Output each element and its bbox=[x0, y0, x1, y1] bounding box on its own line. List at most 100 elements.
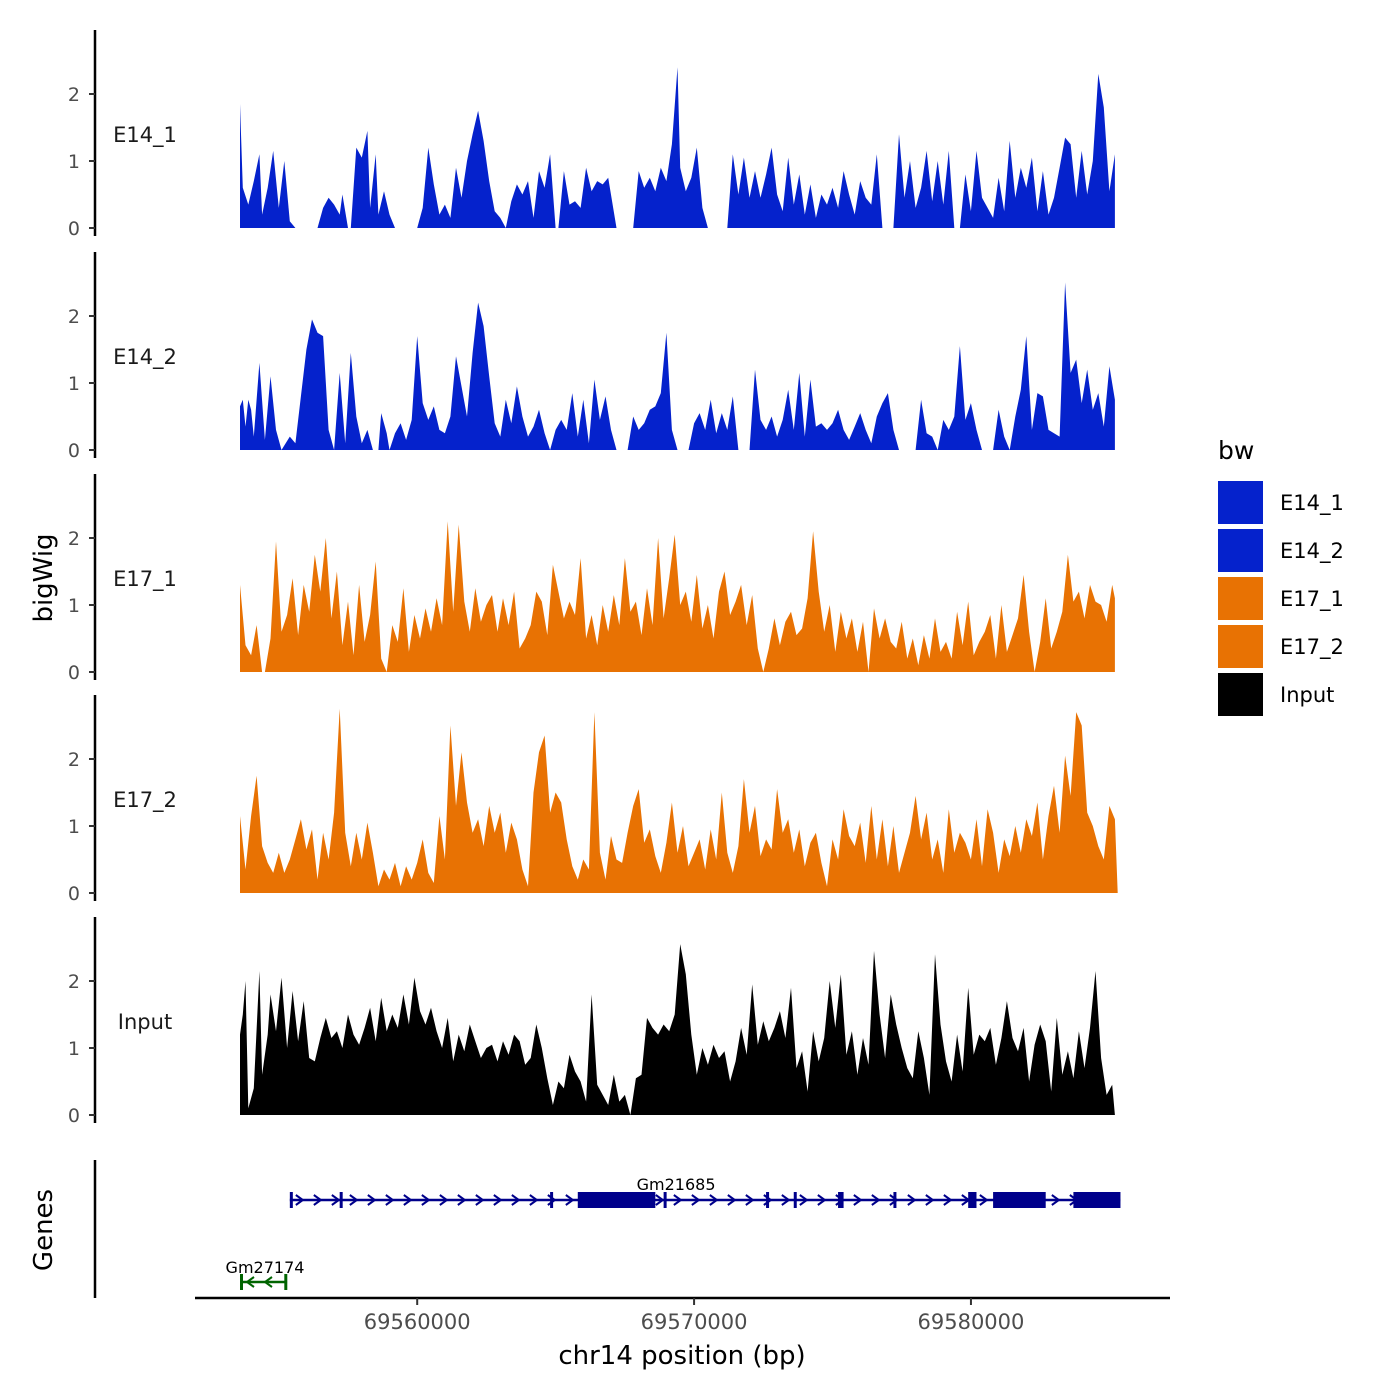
track-label: E14_2 bbox=[113, 345, 177, 370]
strand-arrow bbox=[817, 1194, 827, 1206]
y-tick-label: 2 bbox=[68, 971, 80, 993]
strand-arrow bbox=[925, 1194, 935, 1206]
strand-arrow bbox=[349, 1194, 359, 1206]
track-label: E17_1 bbox=[113, 567, 177, 592]
strand-arrow bbox=[799, 1194, 809, 1206]
strand-arrow bbox=[263, 1276, 273, 1288]
strand-arrow bbox=[511, 1194, 521, 1206]
y-tick-label: 2 bbox=[68, 528, 80, 550]
track-label: E14_1 bbox=[113, 123, 177, 148]
legend: bw E14_1 E14_2 E17_1 E17_2 Input bbox=[1218, 436, 1344, 716]
strand-arrow bbox=[907, 1194, 917, 1206]
legend-label: E14_1 bbox=[1280, 491, 1344, 516]
strand-arrow bbox=[245, 1276, 255, 1288]
gene-exon bbox=[793, 1192, 797, 1208]
strand-arrow bbox=[457, 1194, 467, 1206]
y-tick-label: 0 bbox=[68, 883, 80, 905]
strand-arrow bbox=[691, 1194, 701, 1206]
legend-items: E14_1 E14_2 E17_1 E17_2 Input bbox=[1218, 481, 1344, 716]
strand-arrow bbox=[565, 1194, 575, 1206]
legend-item-e17_1: E17_1 bbox=[1218, 577, 1344, 620]
legend-swatch bbox=[1218, 577, 1263, 620]
legend-item-e17_2: E17_2 bbox=[1218, 625, 1344, 668]
strand-arrow bbox=[1051, 1194, 1061, 1206]
track-label: Input bbox=[118, 1010, 172, 1034]
gene-exon bbox=[1073, 1192, 1121, 1208]
strand-arrow bbox=[313, 1194, 323, 1206]
gene-gm27174: Gm27174 bbox=[226, 1258, 305, 1290]
signal-area-input bbox=[240, 944, 1115, 1115]
gene-exon bbox=[663, 1192, 667, 1208]
strand-arrow bbox=[745, 1194, 755, 1206]
x-tick-label: 69580000 bbox=[918, 1310, 1025, 1334]
gene-exon bbox=[550, 1192, 554, 1208]
legend-item-e14_2: E14_2 bbox=[1218, 529, 1344, 572]
track-panel-e14_2: 0 1 2 E14_2 bbox=[68, 252, 1115, 462]
gene-exon bbox=[993, 1192, 1046, 1208]
legend-title: bw bbox=[1218, 436, 1254, 465]
gene-exon bbox=[284, 1274, 288, 1290]
gene-exon bbox=[968, 1192, 977, 1208]
strand-arrow bbox=[367, 1194, 377, 1206]
y-tick-label: 0 bbox=[68, 440, 80, 462]
legend-swatch bbox=[1218, 673, 1263, 716]
strand-arrow bbox=[853, 1194, 863, 1206]
x-axis-title: chr14 position (bp) bbox=[558, 1341, 805, 1371]
signal-area-e14_1 bbox=[240, 67, 1115, 228]
y-tick-label: 0 bbox=[68, 218, 80, 240]
y-tick-label: 0 bbox=[68, 662, 80, 684]
strand-arrow bbox=[979, 1194, 989, 1206]
gene-exon bbox=[577, 1192, 656, 1208]
y-tick-label: 2 bbox=[68, 84, 80, 106]
legend-swatch bbox=[1218, 529, 1263, 572]
strand-arrow bbox=[295, 1194, 305, 1206]
y-tick-label: 0 bbox=[68, 1105, 80, 1127]
signal-area-e17_1 bbox=[240, 521, 1115, 672]
signal-area-e14_2 bbox=[240, 282, 1115, 450]
strand-arrow bbox=[781, 1194, 791, 1206]
strand-arrow bbox=[871, 1194, 881, 1206]
genes-track: Gm21685 Gm27174 bbox=[93, 1160, 1121, 1298]
strand-arrow bbox=[727, 1194, 737, 1206]
signal-area-e17_2 bbox=[240, 708, 1118, 893]
x-ticks: 69560000 69570000 69580000 bbox=[364, 1298, 1025, 1334]
gene-exon bbox=[766, 1192, 770, 1208]
signal-tracks: 0 1 2 E14_1 0 1 2 E14_2 0 1 2 E17_1 0 1 2 E17_2 0 1 2 Input bbox=[68, 30, 1118, 1127]
y-tick-label: 2 bbox=[68, 749, 80, 771]
track-panel-input: 0 1 2 Input bbox=[68, 917, 1115, 1127]
strand-arrow bbox=[529, 1194, 539, 1206]
gene-exon bbox=[240, 1274, 243, 1290]
x-tick-label: 69560000 bbox=[364, 1310, 471, 1334]
gene-name-label: Gm27174 bbox=[226, 1258, 305, 1277]
track-panel-e17_2: 0 1 2 E17_2 bbox=[68, 695, 1118, 905]
legend-swatch bbox=[1218, 481, 1263, 524]
strand-arrow bbox=[385, 1194, 395, 1206]
strand-arrow bbox=[493, 1194, 503, 1206]
legend-label: Input bbox=[1280, 683, 1334, 707]
legend-label: E17_2 bbox=[1280, 635, 1344, 660]
legend-label: E17_1 bbox=[1280, 587, 1344, 612]
strand-arrow bbox=[943, 1194, 953, 1206]
strand-arrow bbox=[673, 1194, 683, 1206]
y-tick-label: 2 bbox=[68, 306, 80, 328]
legend-label: E14_2 bbox=[1280, 539, 1344, 564]
gene-exon bbox=[838, 1192, 844, 1208]
legend-swatch bbox=[1218, 625, 1263, 668]
y-tick-label: 1 bbox=[68, 373, 80, 395]
gene-gm21685: Gm21685 bbox=[289, 1175, 1121, 1208]
x-axis: 69560000 69570000 69580000 chr14 position … bbox=[195, 1296, 1170, 1371]
gene-exon bbox=[339, 1192, 343, 1208]
strand-arrow bbox=[403, 1194, 413, 1206]
genes-track-title: Genes bbox=[29, 1189, 59, 1271]
gene-exon bbox=[893, 1192, 897, 1208]
strand-arrow bbox=[439, 1194, 449, 1206]
track-label: E17_2 bbox=[113, 788, 177, 813]
y-tick-label: 1 bbox=[68, 595, 80, 617]
strand-arrow bbox=[889, 1194, 899, 1206]
legend-item-input: Input bbox=[1218, 673, 1334, 716]
track-panel-e17_1: 0 1 2 E17_1 bbox=[68, 474, 1115, 684]
strand-arrow bbox=[655, 1194, 665, 1206]
y-axis-title: bigWig bbox=[29, 533, 59, 622]
